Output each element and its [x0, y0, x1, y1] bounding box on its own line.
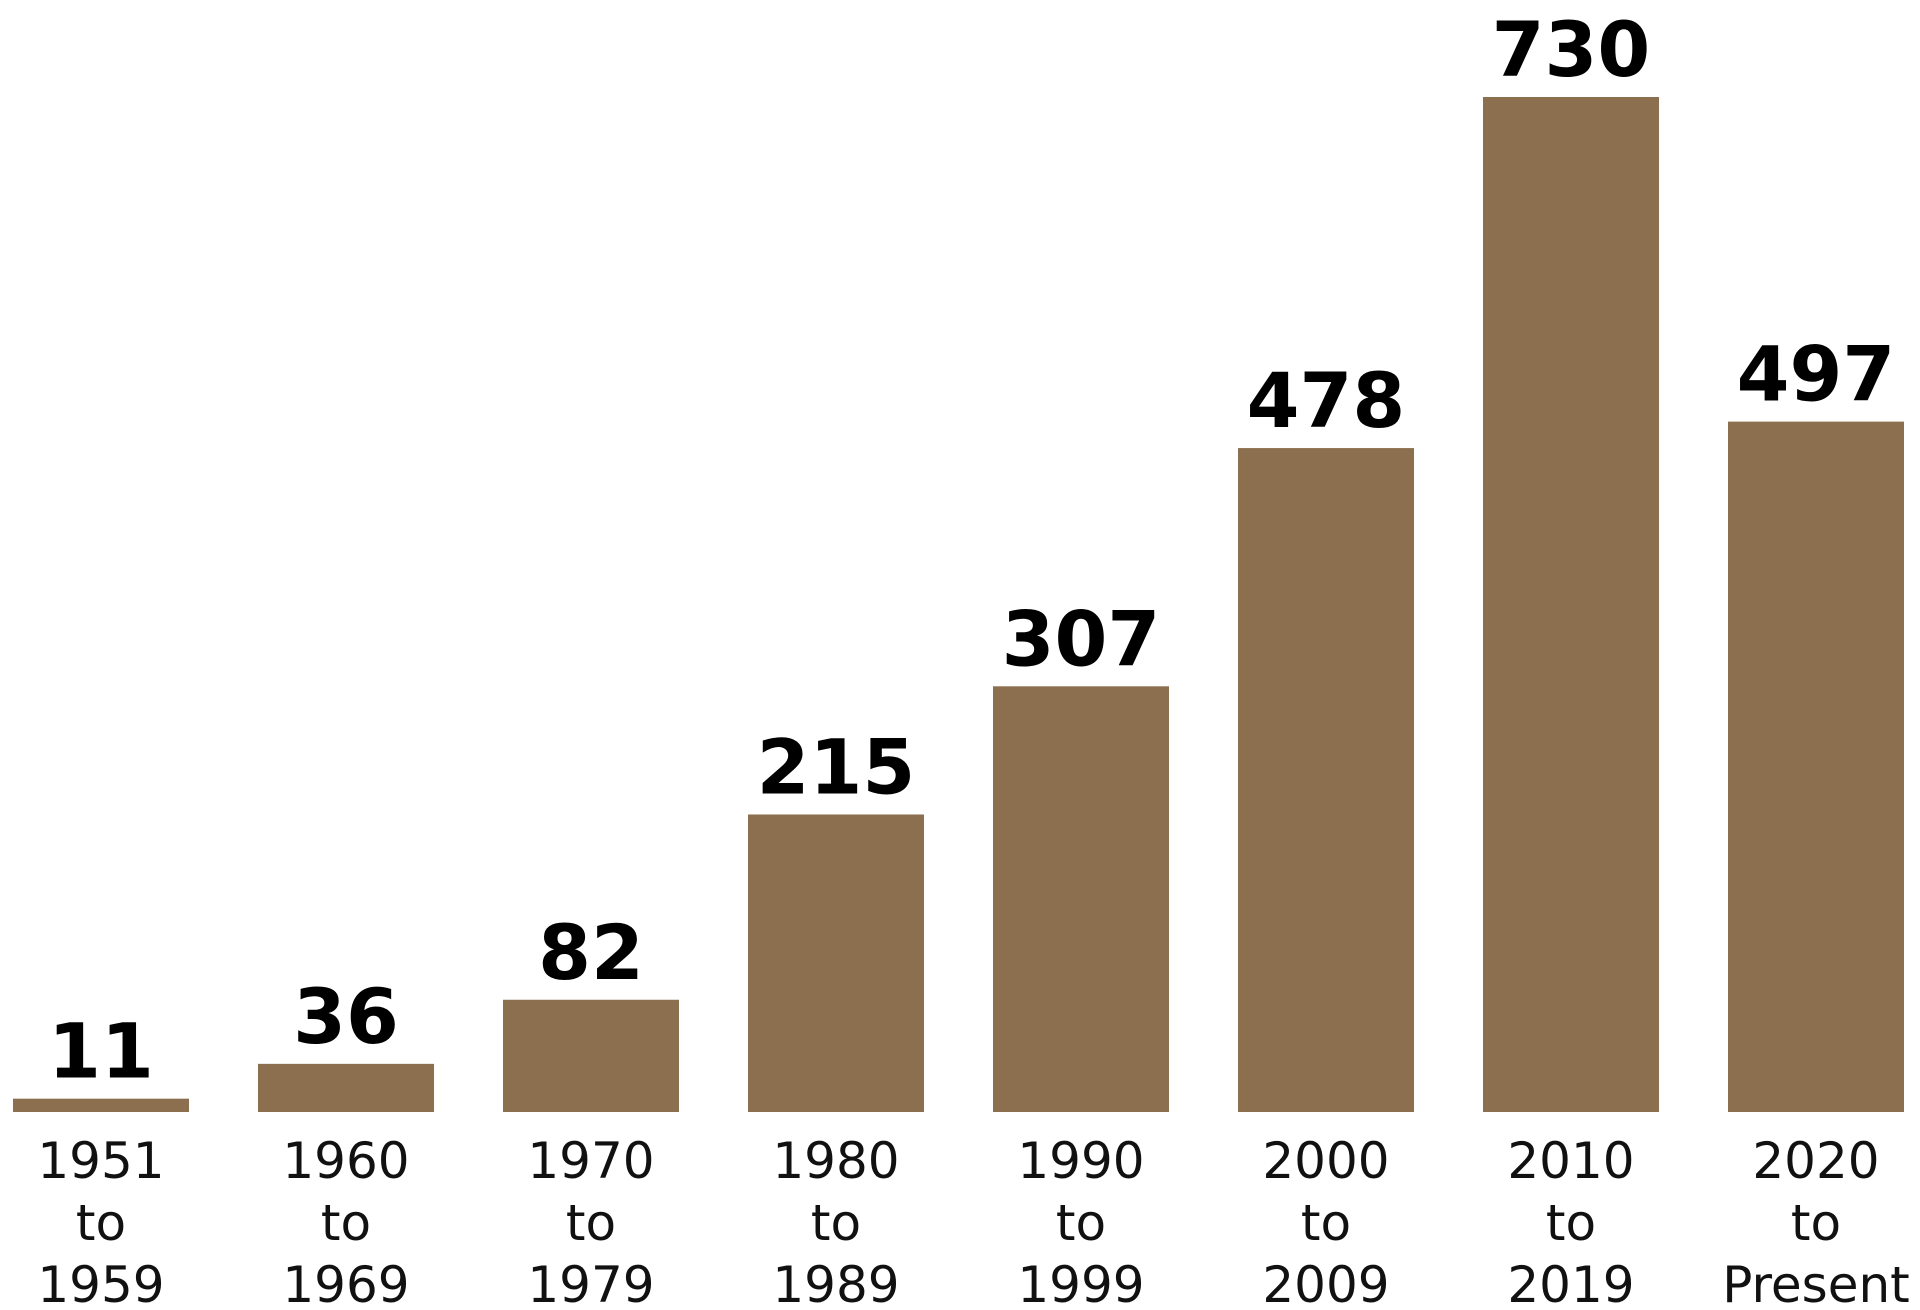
bar-1 — [256, 1061, 436, 1114]
x-tick-label-3-line-2: 1989 — [772, 1256, 899, 1310]
bar-4 — [991, 684, 1171, 1114]
x-tick-label-1-line-0: 1960 — [282, 1132, 409, 1190]
x-tick-label-3-line-0: 1980 — [772, 1132, 899, 1190]
value-labels-group: 11 36 82 215 307 478 730 497 — [48, 5, 1895, 1096]
value-label-0: 11 — [48, 1007, 154, 1096]
x-tick-label-2-line-0: 1970 — [527, 1132, 654, 1190]
x-tick-label-7-line-1: to — [1791, 1194, 1841, 1252]
bar-7 — [1726, 419, 1906, 1114]
value-label-1: 36 — [293, 972, 399, 1061]
x-tick-label-6-line-1: to — [1546, 1194, 1596, 1252]
x-tick-labels-group: 1951to19591960to19691970to19791980to1989… — [37, 1132, 1909, 1310]
x-tick-label-0-line-1: to — [76, 1194, 126, 1252]
x-tick-label-5-line-1: to — [1301, 1194, 1351, 1252]
value-label-5: 478 — [1247, 356, 1406, 445]
bar-2 — [501, 997, 681, 1115]
x-tick-label-7-line-0: 2020 — [1752, 1132, 1879, 1190]
bar-6 — [1481, 95, 1661, 1114]
value-label-4: 307 — [1002, 594, 1161, 683]
x-tick-label-4-line-1: to — [1056, 1194, 1106, 1252]
value-label-7: 497 — [1737, 330, 1896, 419]
x-tick-label-1-line-1: to — [321, 1194, 371, 1252]
value-label-3: 215 — [757, 722, 916, 811]
x-tick-label-5-line-0: 2000 — [1262, 1132, 1389, 1190]
bars-group — [11, 95, 1906, 1115]
x-tick-label-6-line-2: 2019 — [1507, 1256, 1634, 1310]
x-tick-label-1-line-2: 1969 — [282, 1256, 409, 1310]
x-tick-label-4-line-2: 1999 — [1017, 1256, 1144, 1310]
x-tick-label-4-line-0: 1990 — [1017, 1132, 1144, 1190]
x-tick-label-5-line-2: 2009 — [1262, 1256, 1389, 1310]
x-tick-label-2-line-1: to — [566, 1194, 616, 1252]
x-tick-label-2-line-2: 1979 — [527, 1256, 654, 1310]
bar-5 — [1236, 446, 1416, 1114]
x-tick-label-0-line-2: 1959 — [37, 1256, 164, 1310]
bar-3 — [746, 812, 926, 1114]
x-tick-label-3-line-1: to — [811, 1194, 861, 1252]
bar-0 — [11, 1096, 191, 1114]
value-label-2: 82 — [538, 908, 644, 997]
x-tick-label-6-line-0: 2010 — [1507, 1132, 1634, 1190]
x-tick-label-7-line-2: Present — [1722, 1256, 1910, 1310]
value-label-6: 730 — [1492, 5, 1651, 94]
x-tick-label-0-line-0: 1951 — [37, 1132, 164, 1190]
